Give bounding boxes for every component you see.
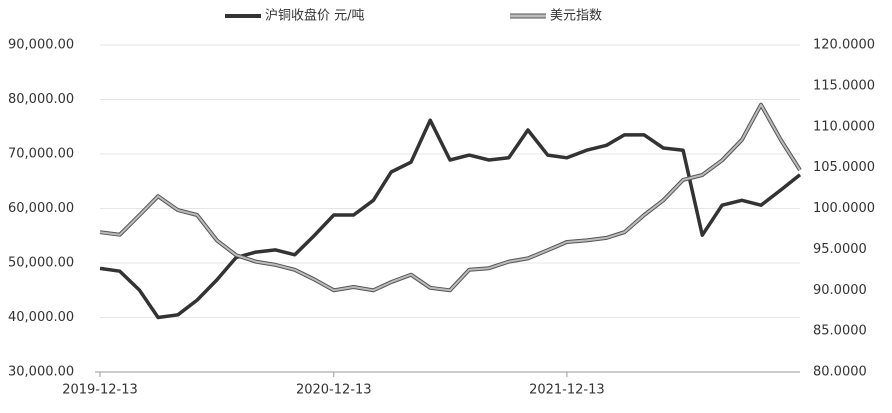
legend-label: 沪铜收盘价 元/吨 bbox=[265, 8, 365, 24]
series-line bbox=[99, 103, 801, 292]
x-tick-label: 2019-12-13 bbox=[62, 383, 138, 398]
y-tick-label: 70,000.00 bbox=[8, 147, 74, 162]
y2-tick-label: 100.0000 bbox=[813, 201, 875, 216]
y-tick-label: 60,000.00 bbox=[8, 201, 74, 216]
y2-tick-label: 90.0000 bbox=[813, 283, 867, 298]
y2-tick-label: 80.0000 bbox=[813, 365, 867, 380]
series-line bbox=[99, 118, 802, 320]
y-tick-label: 80,000.00 bbox=[8, 92, 74, 107]
y-tick-label: 30,000.00 bbox=[8, 365, 74, 380]
y-tick-label: 40,000.00 bbox=[8, 310, 74, 325]
y2-tick-label: 95.0000 bbox=[813, 242, 867, 257]
y2-tick-label: 120.0000 bbox=[813, 38, 875, 53]
legend-label: 美元指数 bbox=[550, 9, 602, 24]
y2-tick-label: 115.0000 bbox=[813, 78, 875, 93]
x-tick-label: 2021-12-13 bbox=[529, 383, 605, 398]
x-tick-label: 2020-12-13 bbox=[296, 383, 372, 398]
y-tick-label: 50,000.00 bbox=[8, 256, 74, 271]
y-tick-label: 90,000.00 bbox=[8, 38, 74, 53]
y2-tick-label: 110.0000 bbox=[813, 119, 875, 134]
y2-tick-label: 85.0000 bbox=[813, 324, 867, 339]
y2-tick-label: 105.0000 bbox=[813, 160, 875, 175]
